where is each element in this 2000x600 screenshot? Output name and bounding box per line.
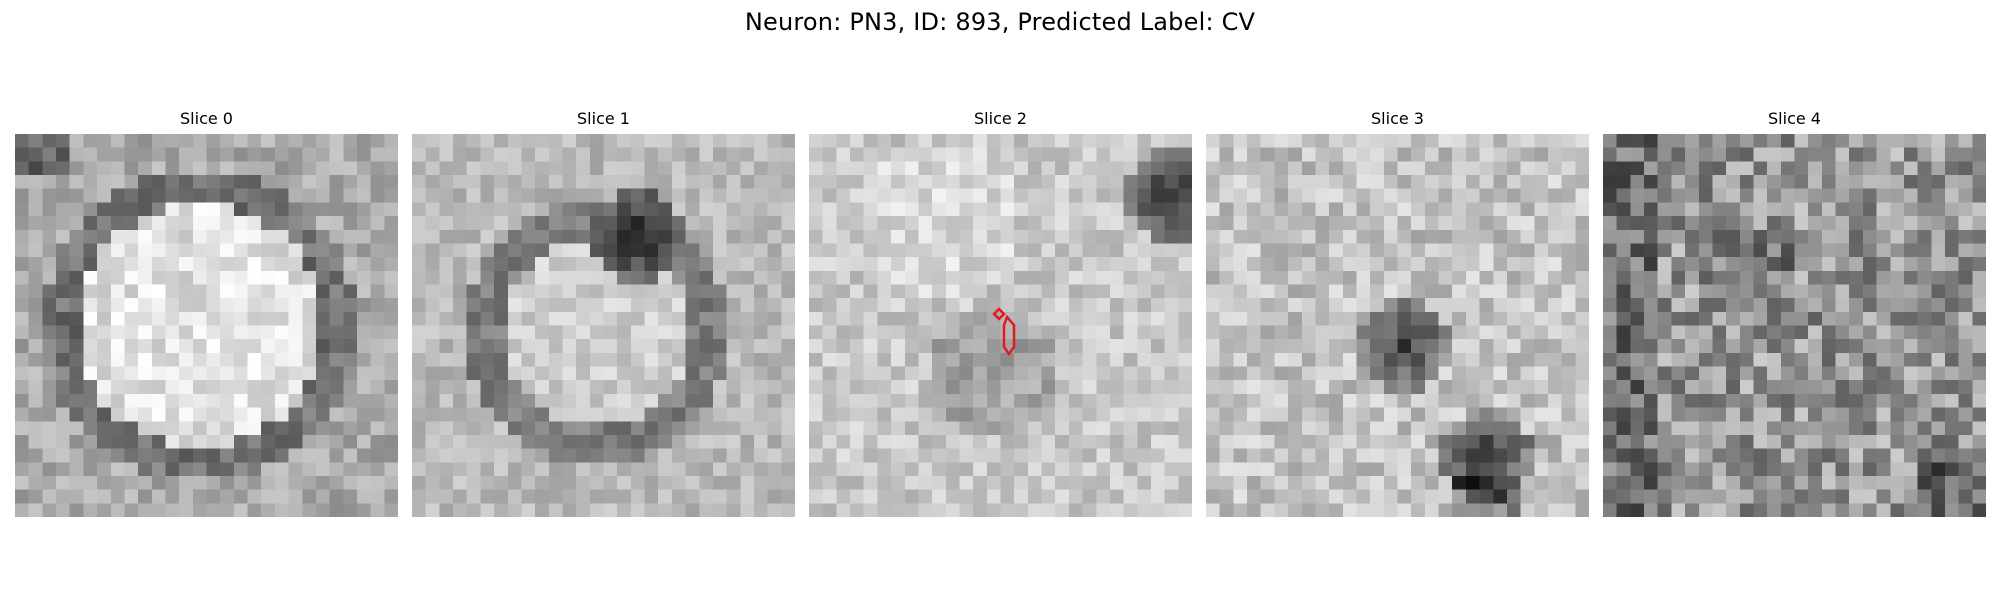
slice-title: Slice 1 — [577, 109, 630, 128]
slice-title: Slice 0 — [180, 109, 233, 128]
slice-panel-4: Slice 4 — [1603, 108, 1986, 517]
slice-title: Slice 2 — [974, 109, 1027, 128]
slice-image — [412, 134, 795, 517]
slice-image — [1206, 134, 1589, 517]
slice-image — [15, 134, 398, 517]
slice-panel-0: Slice 0 — [15, 108, 398, 517]
slice-image — [809, 134, 1192, 517]
slice-panel-3: Slice 3 — [1206, 108, 1589, 517]
slice-panel-2: Slice 2 — [809, 108, 1192, 517]
slice-image — [1603, 134, 1986, 517]
slice-panel-1: Slice 1 — [412, 108, 795, 517]
slice-title: Slice 4 — [1768, 109, 1821, 128]
slice-title: Slice 3 — [1371, 109, 1424, 128]
figure-title: Neuron: PN3, ID: 893, Predicted Label: C… — [744, 8, 1256, 36]
